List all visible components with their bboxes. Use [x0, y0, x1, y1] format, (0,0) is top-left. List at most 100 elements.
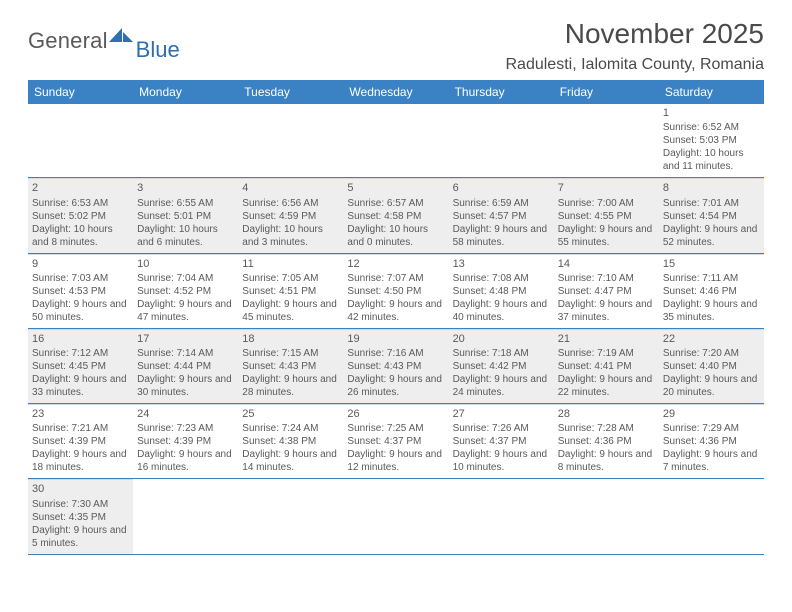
- sunset-line: Sunset: 4:44 PM: [137, 360, 234, 373]
- day-number: 17: [137, 332, 234, 346]
- day-cell-empty: [28, 104, 133, 177]
- daylight-line: Daylight: 9 hours and 55 minutes.: [558, 223, 655, 249]
- week-row: 1Sunrise: 6:52 AMSunset: 5:03 PMDaylight…: [28, 104, 764, 178]
- sunrise-line: Sunrise: 7:14 AM: [137, 347, 234, 360]
- daylight-line: Daylight: 9 hours and 35 minutes.: [663, 298, 760, 324]
- day-cell: 27Sunrise: 7:26 AMSunset: 4:37 PMDayligh…: [449, 404, 554, 478]
- week-row: 16Sunrise: 7:12 AMSunset: 4:45 PM Dayligh…: [28, 329, 764, 404]
- sunset-line: Sunset: 4:46 PM: [663, 285, 760, 298]
- daylight-line: Daylight: 10 hours and 6 minutes.: [137, 223, 234, 249]
- day-number: 14: [558, 257, 655, 271]
- sunrise-line: Sunrise: 7:30 AM: [32, 498, 129, 511]
- sunset-line: Sunset: 4:36 PM: [663, 435, 760, 448]
- sunrise-line: Sunrise: 7:20 AM: [663, 347, 760, 360]
- daylight-line: Daylight: 9 hours and 10 minutes.: [453, 448, 550, 474]
- sunset-line: Sunset: 4:58 PM: [347, 210, 444, 223]
- sunset-line: Sunset: 4:38 PM: [242, 435, 339, 448]
- sunset-line: Sunset: 4:48 PM: [453, 285, 550, 298]
- day-header-sun: Sunday: [28, 80, 133, 104]
- day-cell: 25Sunrise: 7:24 AMSunset: 4:38 PMDayligh…: [238, 404, 343, 478]
- week-row: 9Sunrise: 7:03 AMSunset: 4:53 PMDaylight…: [28, 254, 764, 329]
- day-cell: 19Sunrise: 7:16 AMSunset: 4:43 PMDayligh…: [343, 329, 448, 403]
- day-cell: 12Sunrise: 7:07 AMSunset: 4:50 PMDayligh…: [343, 254, 448, 328]
- daylight-line: Daylight: 9 hours and 45 minutes.: [242, 298, 339, 324]
- daylight-line: Daylight: 10 hours and 11 minutes.: [663, 147, 760, 173]
- sunrise-line: Sunrise: 6:53 AM: [32, 197, 129, 210]
- day-number: 10: [137, 257, 234, 271]
- day-number: 26: [347, 407, 444, 421]
- day-number: 23: [32, 407, 129, 421]
- day-number: 3: [137, 181, 234, 195]
- daylight-line: Daylight: 9 hours and 30 minutes.: [137, 373, 234, 399]
- sunrise-line: Sunrise: 7:23 AM: [137, 422, 234, 435]
- day-number: 16: [32, 332, 129, 346]
- day-number: 21: [558, 332, 655, 346]
- daylight-line: Daylight: 9 hours and 40 minutes.: [453, 298, 550, 324]
- day-number: 30: [32, 482, 129, 496]
- sunrise-line: Sunrise: 7:25 AM: [347, 422, 444, 435]
- sunrise-line: Sunrise: 7:18 AM: [453, 347, 550, 360]
- daylight-line: Daylight: 9 hours and 26 minutes.: [347, 373, 444, 399]
- day-number: 25: [242, 407, 339, 421]
- sunrise-line: Sunrise: 7:16 AM: [347, 347, 444, 360]
- sunset-line: Sunset: 5:03 PM: [663, 134, 760, 147]
- sunrise-line: Sunrise: 6:57 AM: [347, 197, 444, 210]
- sunset-line: Sunset: 4:39 PM: [32, 435, 129, 448]
- day-cell: 9Sunrise: 7:03 AMSunset: 4:53 PMDaylight…: [28, 254, 133, 328]
- day-cell-empty: [449, 479, 554, 553]
- day-cell-empty: [133, 104, 238, 177]
- day-number: 1: [663, 106, 760, 120]
- day-number: 4: [242, 181, 339, 195]
- daylight-line: Daylight: 9 hours and 50 minutes.: [32, 298, 129, 324]
- day-number: 12: [347, 257, 444, 271]
- day-number: 27: [453, 407, 550, 421]
- day-number: 18: [242, 332, 339, 346]
- daylight-line: Daylight: 9 hours and 37 minutes.: [558, 298, 655, 324]
- sunrise-line: Sunrise: 6:52 AM: [663, 121, 760, 134]
- sunrise-line: Sunrise: 7:07 AM: [347, 272, 444, 285]
- day-cell: 16Sunrise: 7:12 AMSunset: 4:45 PMDayligh…: [28, 329, 133, 403]
- day-header-row: Sunday Monday Tuesday Wednesday Thursday…: [28, 80, 764, 104]
- daylight-line: Daylight: 9 hours and 24 minutes.: [453, 373, 550, 399]
- daylight-line: Daylight: 9 hours and 12 minutes.: [347, 448, 444, 474]
- day-number: 7: [558, 181, 655, 195]
- calendar-table: Sunday Monday Tuesday Wednesday Thursday…: [28, 80, 764, 555]
- day-cell: 29Sunrise: 7:29 AMSunset: 4:36 PMDayligh…: [659, 404, 764, 478]
- sunrise-line: Sunrise: 7:04 AM: [137, 272, 234, 285]
- daylight-line: Daylight: 9 hours and 47 minutes.: [137, 298, 234, 324]
- sunrise-line: Sunrise: 7:12 AM: [32, 347, 129, 360]
- sunrise-line: Sunrise: 7:05 AM: [242, 272, 339, 285]
- sunset-line: Sunset: 4:39 PM: [137, 435, 234, 448]
- sunset-line: Sunset: 4:43 PM: [347, 360, 444, 373]
- sunset-line: Sunset: 4:35 PM: [32, 511, 129, 524]
- week-row: 23Sunrise: 7:21 AMSunset: 4:39 PMDayligh…: [28, 404, 764, 479]
- day-number: 24: [137, 407, 234, 421]
- day-cell: 15Sunrise: 7:11 AMSunset: 4:46 PMDayligh…: [659, 254, 764, 328]
- sunrise-line: Sunrise: 7:11 AM: [663, 272, 760, 285]
- logo-word-blue: Blue: [136, 37, 180, 63]
- day-number: 22: [663, 332, 760, 346]
- day-cell-empty: [449, 104, 554, 177]
- day-cell: 21Sunrise: 7:19 AMSunset: 4:41 PMDayligh…: [554, 329, 659, 403]
- week-row: 30Sunrise: 7:30 AMSunset: 4:35 PMDayligh…: [28, 479, 764, 554]
- sunrise-line: Sunrise: 7:28 AM: [558, 422, 655, 435]
- sunset-line: Sunset: 4:45 PM: [32, 360, 129, 373]
- day-cell-empty: [659, 479, 764, 553]
- day-cell: 30Sunrise: 7:30 AMSunset: 4:35 PMDayligh…: [28, 479, 133, 553]
- day-cell-empty: [554, 104, 659, 177]
- sunset-line: Sunset: 4:37 PM: [453, 435, 550, 448]
- day-number: 28: [558, 407, 655, 421]
- sunset-line: Sunset: 4:43 PM: [242, 360, 339, 373]
- day-header-mon: Monday: [133, 80, 238, 104]
- weeks-container: 1Sunrise: 6:52 AMSunset: 5:03 PMDaylight…: [28, 104, 764, 555]
- day-cell: 11Sunrise: 7:05 AMSunset: 4:51 PMDayligh…: [238, 254, 343, 328]
- daylight-line: Daylight: 9 hours and 18 minutes.: [32, 448, 129, 474]
- sunrise-line: Sunrise: 7:24 AM: [242, 422, 339, 435]
- sunrise-line: Sunrise: 7:01 AM: [663, 197, 760, 210]
- sunset-line: Sunset: 4:40 PM: [663, 360, 760, 373]
- day-cell-empty: [343, 104, 448, 177]
- sunset-line: Sunset: 4:52 PM: [137, 285, 234, 298]
- day-number: 19: [347, 332, 444, 346]
- daylight-line: Daylight: 9 hours and 8 minutes.: [558, 448, 655, 474]
- sunset-line: Sunset: 4:42 PM: [453, 360, 550, 373]
